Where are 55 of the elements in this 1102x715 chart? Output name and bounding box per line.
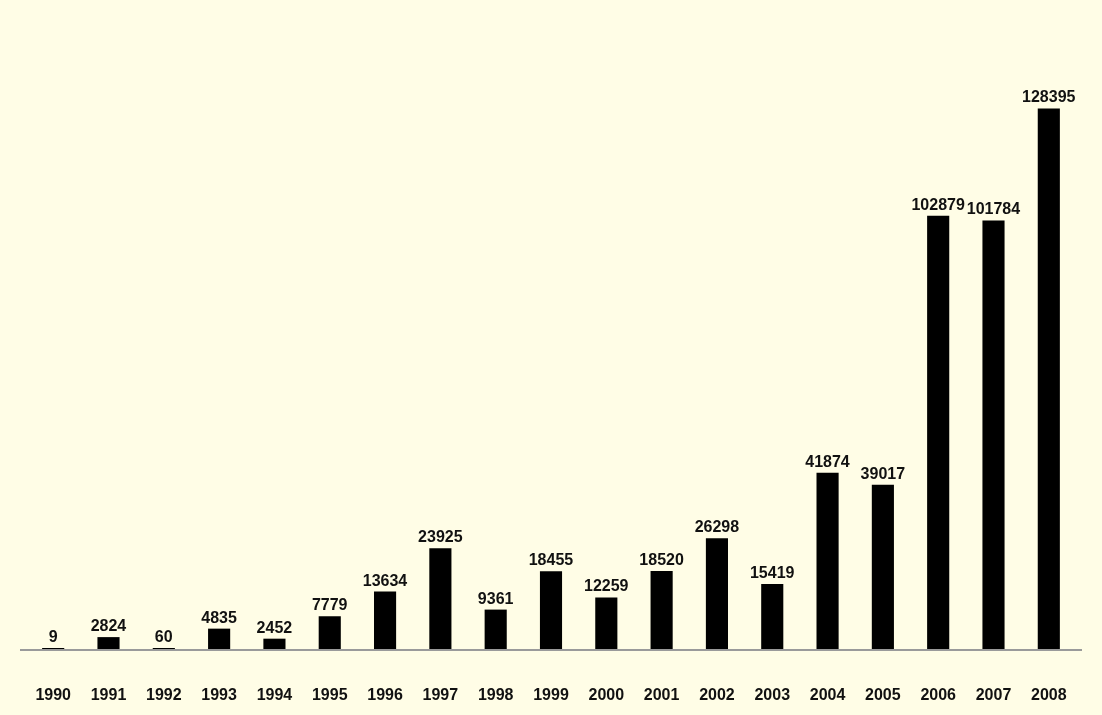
bar [263,638,286,649]
data-label: 18455 [528,551,574,569]
bar [816,472,839,649]
x-tick-label: 1993 [201,686,238,704]
x-tick-label: 1990 [35,686,72,704]
x-tick-label: 2003 [754,686,791,704]
x-tick-label: 2000 [588,686,625,704]
x-tick-label: 2006 [920,686,957,704]
x-tick-label: 1998 [477,686,514,704]
data-label: 4835 [201,608,237,626]
data-label: 13634 [362,571,408,589]
x-tick-label: 2004 [809,686,846,704]
bar [761,584,784,649]
data-label: 9 [48,628,58,645]
bar [982,220,1005,649]
x-tick-label: 1996 [367,686,403,704]
data-label: 39017 [860,464,906,482]
bar [539,571,563,649]
x-tick-label: 1992 [146,686,182,704]
data-label: 23925 [418,528,463,546]
bar [595,597,618,649]
data-label: 15419 [749,564,795,582]
x-tick-label: 2002 [699,686,735,704]
data-label: 128395 [1022,88,1076,106]
x-tick-label: 1995 [311,686,348,704]
bar [97,637,120,649]
x-tick-label: 2001 [643,686,680,704]
data-label: 2452 [256,618,293,636]
bar [705,538,728,649]
data-label: 41874 [805,452,850,470]
data-label: 12259 [584,577,629,595]
data-label: 9361 [477,589,514,607]
x-tick-label: 1997 [422,686,459,704]
data-label: 7779 [311,596,348,614]
data-label: 101784 [966,200,1021,218]
data-label: 2824 [90,617,127,635]
x-tick-label: 2007 [975,686,1012,704]
x-tick-label: 2005 [865,686,901,704]
bar [484,609,507,649]
data-label: 102879 [911,195,965,213]
x-tick-label: 2008 [1031,686,1067,704]
bar [871,484,894,649]
bar [318,616,341,649]
bar [374,591,397,649]
bar [650,571,673,649]
bar [208,628,231,649]
data-label: 18520 [639,551,684,569]
bar [927,215,950,649]
x-tick-label: 1991 [90,686,127,704]
x-tick-label: 1999 [533,686,569,704]
bar [1037,108,1060,649]
bar [429,548,452,649]
data-label: 60 [154,628,173,645]
data-label: 26298 [694,518,740,536]
x-tick-label: 1994 [256,686,293,704]
